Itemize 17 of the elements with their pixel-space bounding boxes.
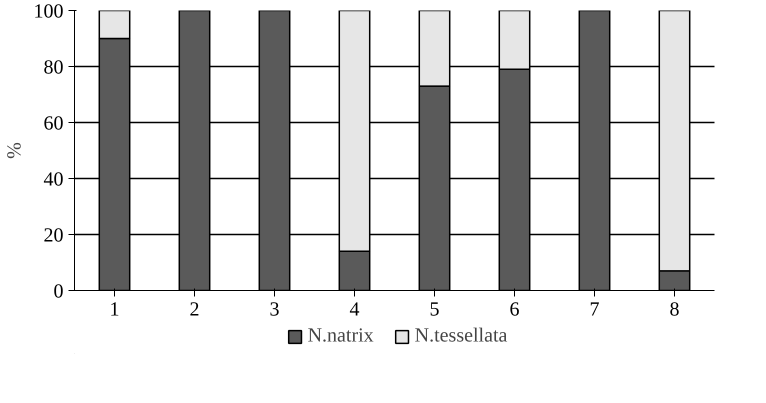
y-tick-label: 40	[44, 168, 64, 190]
legend-label: N.natrix	[308, 324, 374, 348]
x-tick-label: 2	[190, 298, 200, 320]
x-tick-label: 5	[430, 298, 440, 320]
y-tick-label: 100	[34, 0, 64, 22]
x-tick-label: 3	[270, 298, 280, 320]
x-tick-label: 4	[350, 298, 360, 320]
y-tick-label: 20	[44, 224, 64, 246]
legend-label: N.tessellata	[414, 324, 508, 348]
x-tick-label: 7	[590, 298, 600, 320]
y-tick-label: 60	[44, 112, 64, 134]
x-tick-label: 8	[670, 298, 680, 320]
x-tick-label: 6	[510, 298, 520, 320]
y-tick-label: 80	[44, 56, 64, 78]
y-tick-label: 0	[54, 280, 64, 302]
y-axis-title: %	[4, 142, 26, 159]
x-tick-label: 1	[110, 298, 120, 320]
